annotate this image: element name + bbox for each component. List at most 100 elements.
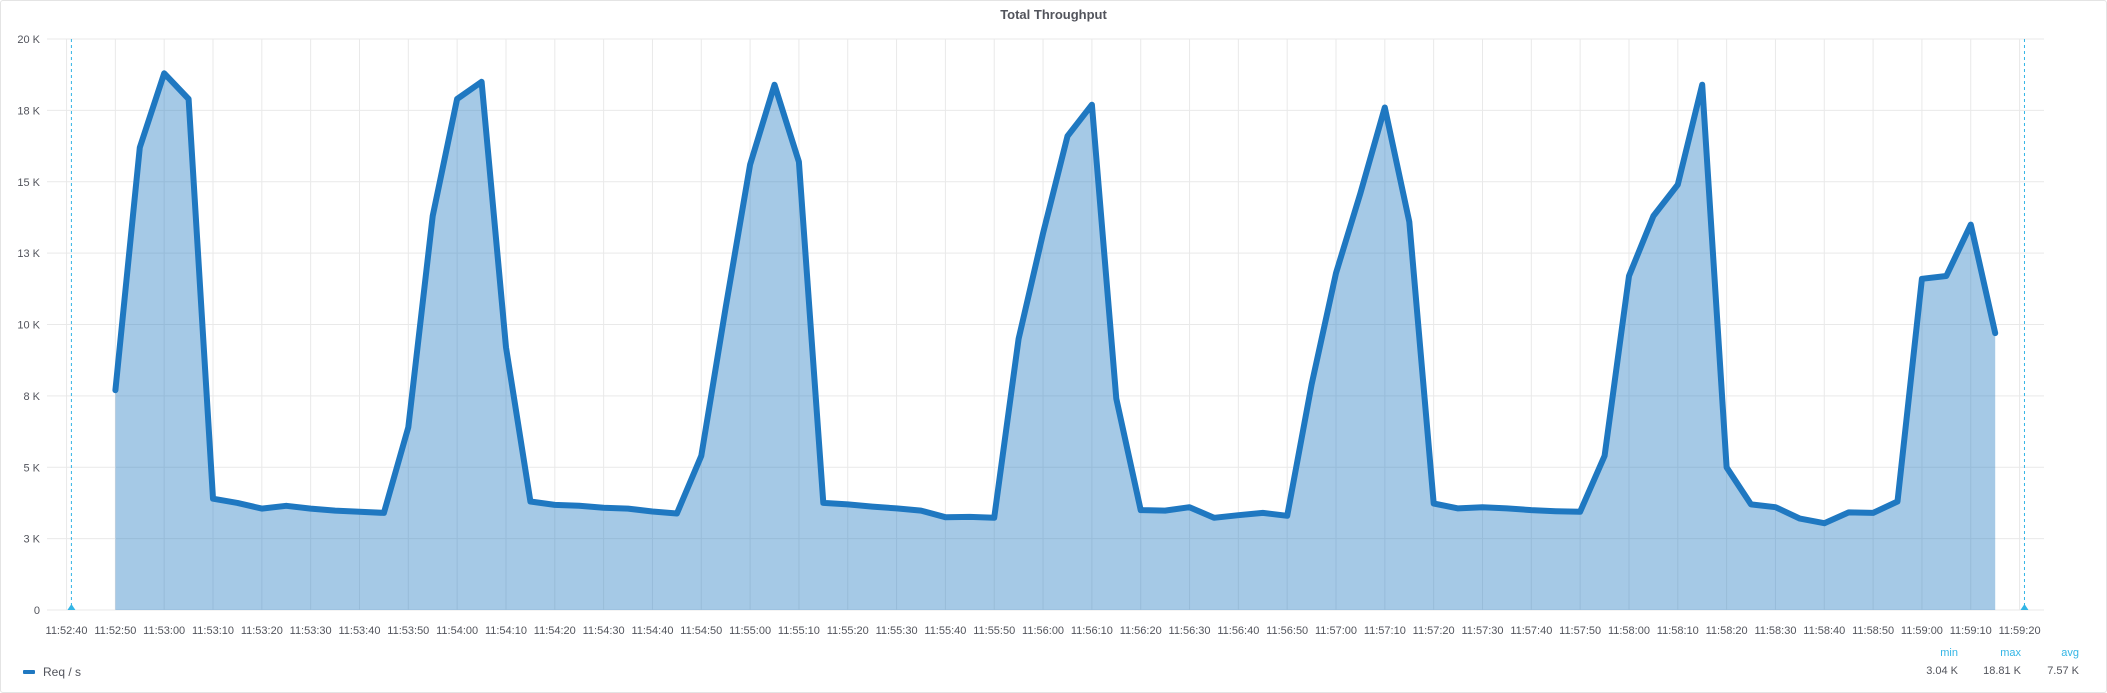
data-point bbox=[1188, 505, 1192, 509]
legend-header-min[interactable]: min bbox=[1940, 647, 1958, 659]
legend-value-avg: 7.57 K bbox=[2047, 665, 2079, 677]
x-tick-label: 11:54:10 bbox=[485, 625, 527, 637]
y-tick-label: 15 K bbox=[17, 177, 40, 189]
x-tick-label: 11:55:10 bbox=[778, 625, 820, 637]
y-tick-label: 8 K bbox=[23, 391, 40, 403]
x-tick-label: 11:53:10 bbox=[192, 625, 234, 637]
data-point bbox=[138, 146, 142, 150]
x-tick-label: 11:53:30 bbox=[290, 625, 332, 637]
x-tick-label: 11:58:10 bbox=[1657, 625, 1699, 637]
y-tick-label: 3 K bbox=[23, 534, 40, 546]
legend-header-avg[interactable]: avg bbox=[2061, 647, 2079, 659]
x-tick-label: 11:56:30 bbox=[1169, 625, 1211, 637]
x-tick-label: 11:55:40 bbox=[924, 625, 966, 637]
data-point bbox=[1212, 516, 1216, 520]
x-tick-label: 11:53:50 bbox=[387, 625, 429, 637]
series-layer bbox=[112, 70, 1999, 611]
data-point bbox=[1285, 514, 1289, 518]
x-tick-label: 11:56:50 bbox=[1266, 625, 1308, 637]
data-point bbox=[553, 503, 557, 507]
data-point bbox=[528, 500, 532, 504]
data-point bbox=[284, 504, 288, 508]
data-point bbox=[1163, 509, 1167, 513]
legend-value-max: 18.81 K bbox=[1983, 665, 2021, 677]
x-tick-label: 11:55:00 bbox=[729, 625, 771, 637]
x-tick-label: 11:55:50 bbox=[973, 625, 1015, 637]
x-tick-label: 11:57:40 bbox=[1510, 625, 1552, 637]
x-tick-label: 11:56:20 bbox=[1120, 625, 1162, 637]
data-point bbox=[1578, 510, 1582, 514]
data-point bbox=[1358, 191, 1362, 195]
panel-title[interactable]: Total Throughput bbox=[1000, 7, 1107, 22]
data-point bbox=[675, 512, 679, 516]
data-point bbox=[1798, 517, 1802, 521]
time-marker-triangle bbox=[67, 604, 76, 610]
x-tick-label: 11:56:00 bbox=[1022, 625, 1064, 637]
data-point bbox=[1603, 454, 1607, 458]
x-tick-label: 11:56:10 bbox=[1071, 625, 1113, 637]
data-point bbox=[919, 509, 923, 513]
x-tick-label: 11:59:20 bbox=[1999, 625, 2041, 637]
data-point bbox=[1993, 331, 1997, 335]
data-point bbox=[1407, 220, 1411, 224]
time-range-markers bbox=[67, 39, 2029, 610]
data-point bbox=[333, 509, 337, 513]
data-point bbox=[235, 501, 239, 505]
grid bbox=[47, 38, 2044, 611]
data-point bbox=[1847, 510, 1851, 514]
data-point bbox=[1310, 383, 1314, 387]
data-point bbox=[1261, 511, 1265, 515]
x-tick-label: 11:55:30 bbox=[876, 625, 918, 637]
data-point bbox=[431, 214, 435, 218]
data-point bbox=[1041, 231, 1045, 235]
x-tick-label: 11:57:30 bbox=[1461, 625, 1503, 637]
data-point bbox=[577, 504, 581, 508]
data-point bbox=[1236, 513, 1240, 517]
data-point bbox=[968, 515, 972, 519]
x-tick-label: 11:55:20 bbox=[827, 625, 869, 637]
data-point bbox=[1114, 397, 1118, 401]
legend-header-max[interactable]: max bbox=[2000, 647, 2021, 659]
data-point bbox=[650, 510, 654, 514]
series-line bbox=[112, 70, 1999, 527]
legend-stat-min: min 3.04 K bbox=[1916, 647, 1958, 677]
axis-ticks: 0 3 K 5 K 8 K 10 K 13 K 15 K 18 K 20 K 11:52:40 11… bbox=[17, 34, 2040, 637]
x-tick-label: 11:57:10 bbox=[1364, 625, 1406, 637]
data-point bbox=[1017, 337, 1021, 341]
data-point bbox=[1920, 277, 1924, 281]
x-tick-label: 11:58:20 bbox=[1706, 625, 1748, 637]
data-point bbox=[504, 345, 508, 349]
data-point bbox=[1334, 271, 1338, 275]
data-point bbox=[1725, 465, 1729, 469]
x-tick-label: 11:59:00 bbox=[1901, 625, 1943, 637]
legend-stat-avg: avg 7.57 K bbox=[2031, 647, 2079, 677]
time-marker-triangle bbox=[2020, 604, 2029, 610]
data-point bbox=[1700, 83, 1704, 87]
legend-item-req-per-s[interactable]: Req / s bbox=[23, 665, 81, 679]
x-tick-label: 11:53:40 bbox=[338, 625, 380, 637]
data-point bbox=[895, 506, 899, 510]
data-point bbox=[1554, 509, 1558, 513]
data-point bbox=[724, 305, 728, 309]
data-point bbox=[309, 507, 313, 511]
legend-stat-max: max 18.81 K bbox=[1968, 647, 2021, 677]
data-point bbox=[821, 501, 825, 505]
throughput-chart[interactable]: 0 3 K 5 K 8 K 10 K 13 K 15 K 18 K 20 K 11:52:40 11… bbox=[1, 1, 2106, 661]
data-point bbox=[1651, 214, 1655, 218]
y-tick-label: 0 bbox=[34, 605, 40, 617]
legend-value-min: 3.04 K bbox=[1926, 665, 1958, 677]
data-point bbox=[406, 425, 410, 429]
data-point bbox=[626, 507, 630, 511]
data-point bbox=[1944, 274, 1948, 278]
data-point bbox=[1676, 183, 1680, 187]
data-point bbox=[602, 506, 606, 510]
data-point bbox=[455, 97, 459, 101]
data-point bbox=[943, 515, 947, 519]
data-point bbox=[1456, 506, 1460, 510]
x-tick-label: 11:52:40 bbox=[46, 625, 88, 637]
data-point bbox=[1774, 505, 1778, 509]
y-tick-label: 13 K bbox=[17, 248, 40, 260]
x-tick-label: 11:56:40 bbox=[1217, 625, 1259, 637]
data-point bbox=[992, 516, 996, 520]
